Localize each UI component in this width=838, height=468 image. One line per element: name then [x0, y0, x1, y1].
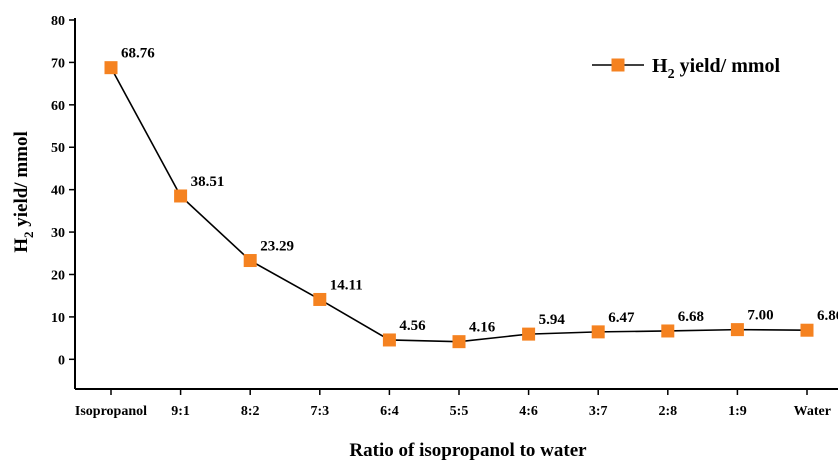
data-label: 68.76	[121, 46, 155, 62]
x-tick-label: 6:4	[380, 404, 399, 419]
y-axis-title-subscript: 2	[21, 232, 36, 239]
data-point-marker	[591, 325, 605, 339]
y-tick-label: 50	[51, 141, 65, 156]
data-label: 7.00	[747, 308, 773, 324]
x-tick-label: Water	[794, 404, 831, 419]
y-tick-label: 0	[58, 353, 65, 368]
series-layer	[104, 61, 814, 349]
x-tick-label: Isopropanol	[75, 404, 147, 419]
y-tick-label: 70	[51, 56, 65, 71]
x-tick-label: 7:3	[310, 404, 329, 419]
data-label: 5.94	[539, 312, 566, 328]
legend-label: H2 yield/ mmol	[652, 55, 781, 82]
data-label: 4.56	[399, 318, 426, 334]
data-labels: 68.76 38.51 23.29 14.11 4.56 4.16 5.94 6.47 6.68…	[121, 46, 838, 336]
data-point-marker	[730, 323, 744, 337]
y-axis-title: H2 yield/ mmol	[11, 131, 36, 253]
series-line	[110, 67, 808, 343]
data-point-marker	[661, 324, 675, 338]
y-tick-label: 20	[51, 268, 65, 283]
y-tick-label: 10	[51, 311, 65, 326]
y-tick-label: 30	[51, 226, 65, 241]
data-point-marker	[313, 292, 327, 306]
legend-marker	[611, 58, 625, 72]
x-tick-label: 1:9	[728, 404, 747, 419]
data-label: 14.11	[330, 277, 363, 293]
y-tick-label: 40	[51, 184, 65, 199]
data-label: 6.86	[817, 308, 838, 324]
x-tick-label: 2:8	[658, 404, 677, 419]
data-point-marker	[452, 335, 466, 349]
data-point-marker	[522, 327, 536, 341]
data-point-marker	[243, 254, 257, 268]
x-tick-label: 8:2	[241, 404, 260, 419]
legend-label-subscript: 2	[668, 67, 675, 82]
x-tick-label: 4:6	[519, 404, 538, 419]
y-axis-ticks: 0 10 20 30 40 50 60 70 80	[51, 14, 75, 368]
y-tick-label: 80	[51, 14, 65, 29]
data-label: 6.68	[678, 309, 704, 325]
data-label: 6.47	[608, 310, 635, 326]
x-axis-ticks: Isopropanol 9:1 8:2 7:3 6:4 5:5 4:6 3:7 2:8 1:9 Wa…	[75, 389, 831, 419]
x-axis-title: Ratio of isopropanol to water	[349, 440, 587, 461]
legend: H2 yield/ mmol	[592, 55, 781, 82]
data-point-marker	[104, 61, 118, 75]
data-point-marker	[382, 333, 396, 347]
data-label: 23.29	[260, 239, 294, 255]
x-tick-label: 9:1	[171, 404, 190, 419]
data-label: 38.51	[191, 174, 225, 190]
axes	[74, 18, 838, 390]
data-point-marker	[174, 189, 188, 203]
x-tick-label: 5:5	[450, 404, 469, 419]
data-label: 4.16	[469, 320, 496, 336]
data-point-marker	[800, 323, 814, 337]
y-tick-label: 60	[51, 99, 65, 114]
x-tick-label: 3:7	[589, 404, 608, 419]
